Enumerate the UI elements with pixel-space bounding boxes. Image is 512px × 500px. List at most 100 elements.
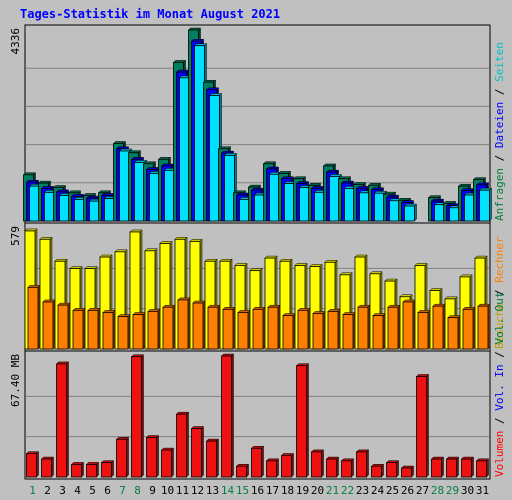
bar-rechner-day-6: [102, 309, 116, 350]
bar-face: [87, 309, 99, 350]
bar-face: [44, 191, 55, 222]
bar-face: [374, 192, 385, 222]
bar-face: [431, 458, 442, 478]
bar-rechner-day-2: [42, 299, 56, 350]
bar-face: [386, 462, 397, 478]
x-tick-label-day-29: 29: [446, 484, 459, 497]
bar-face: [176, 413, 187, 478]
bar-face: [254, 194, 265, 222]
x-tick-label-day-5: 5: [89, 484, 96, 497]
bar-rechner-day-26: [402, 299, 416, 350]
bar-rechner-day-12: [192, 300, 206, 350]
bar-face: [59, 195, 70, 222]
bar-face: [26, 453, 37, 478]
bar-face: [252, 308, 264, 350]
bar-face: [342, 314, 354, 350]
bar-face: [209, 95, 220, 222]
x-tick-label-day-19: 19: [296, 484, 309, 497]
bar-face: [104, 198, 115, 222]
bar-face: [239, 199, 250, 222]
bar-face: [387, 306, 399, 350]
bar-face: [401, 467, 412, 478]
bar-rechner-day-14: [222, 306, 236, 350]
legend-entry: /: [493, 283, 506, 303]
bar-face: [281, 455, 292, 478]
bar-face: [476, 460, 487, 478]
bar-volumen-day-8: [130, 354, 145, 478]
x-tick-label-day-31: 31: [476, 484, 489, 497]
bar-face: [359, 192, 370, 222]
bar-rechner-day-22: [342, 311, 356, 350]
bar-volumen-day-13: [205, 438, 220, 478]
bar-face: [432, 305, 444, 350]
bar-face: [57, 304, 69, 350]
bar-volumen-day-10: [160, 447, 175, 478]
bar-face: [41, 458, 52, 478]
bar-volumen-day-30: [460, 456, 475, 478]
x-tick-label-day-6: 6: [104, 484, 111, 497]
bar-face: [402, 301, 414, 350]
bar-rechner-day-10: [162, 304, 176, 350]
bar-volumen-day-6: [100, 460, 115, 478]
bar-face: [221, 355, 232, 478]
bar-rechner-day-4: [72, 307, 86, 350]
bar-volumen-day-1: [25, 451, 40, 478]
bar-rechner-day-23: [357, 304, 371, 350]
bar-face: [102, 312, 114, 350]
x-tick-label-day-18: 18: [281, 484, 294, 497]
bar-volumen-day-21: [325, 456, 340, 478]
bar-face: [269, 173, 280, 222]
bar-volumen-day-2: [40, 456, 55, 478]
bar-volumen-day-18: [280, 452, 295, 478]
bar-volumen-day-29: [445, 456, 460, 478]
bar-face: [372, 315, 384, 350]
bar-face: [72, 309, 84, 350]
bar-face: [29, 185, 40, 222]
bar-face: [192, 302, 204, 350]
bar-face: [27, 286, 39, 350]
bar-rechner-day-8: [132, 311, 146, 350]
bar-face: [131, 356, 142, 478]
bar-rechner-day-31: [477, 303, 491, 350]
bar-face: [206, 440, 217, 478]
x-tick-label-day-14: 14: [221, 484, 235, 497]
bar-face: [326, 458, 337, 478]
bar-rechner-day-24: [372, 312, 386, 350]
y-axis-max-label: 4336: [9, 28, 22, 55]
bar-rechner-day-30: [462, 306, 476, 350]
legend-entry: Anfragen: [493, 168, 506, 221]
x-tick-label-day-9: 9: [149, 484, 156, 497]
bar-face: [56, 363, 67, 478]
bar-face: [329, 176, 340, 222]
bar-face: [101, 462, 112, 478]
bar-face: [417, 312, 429, 350]
bar-volumen-day-26: [400, 465, 415, 478]
chart-title: Tages-Statistik im Monat August 2021: [20, 7, 280, 21]
x-tick-label-day-11: 11: [176, 484, 189, 497]
bar-face: [132, 314, 144, 350]
bar-face: [297, 309, 309, 350]
bar-face: [357, 306, 369, 350]
bar-face: [462, 308, 474, 350]
bar-volumen-day-17: [265, 458, 280, 478]
bar-rechner-day-17: [267, 304, 281, 350]
bar-face: [341, 460, 352, 478]
bar-face: [147, 310, 159, 350]
legend: Besuche / Rechner: [493, 236, 506, 349]
bar-face: [434, 204, 445, 222]
bar-rechner-day-21: [327, 308, 341, 350]
bar-face: [267, 306, 279, 350]
bar-rechner-day-28: [432, 303, 446, 350]
bar-face: [117, 316, 129, 350]
y-axis-max-label: 579: [9, 226, 22, 246]
bar-volumen-day-9: [145, 434, 160, 478]
bar-face: [222, 308, 234, 350]
bar-face: [207, 306, 219, 350]
bar-face: [479, 189, 490, 222]
x-tick-label-day-22: 22: [341, 484, 354, 497]
bar-face: [146, 437, 157, 478]
bar-face: [416, 376, 427, 478]
bar-volumen-day-19: [295, 363, 310, 478]
x-tick-label-day-1: 1: [29, 484, 36, 497]
legend-entry: /: [493, 345, 506, 365]
